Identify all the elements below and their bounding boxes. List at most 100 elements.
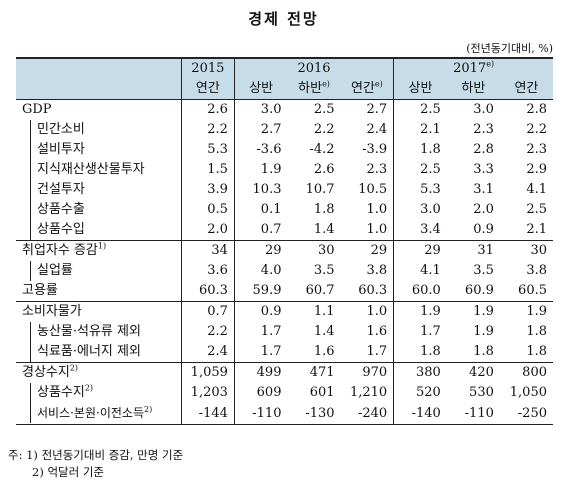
row-label-container: 상품수지2) [30, 383, 93, 403]
cell-value: 0.7 [180, 301, 235, 322]
cell-value: 609 [233, 383, 288, 403]
row-label-text: 상품수입 [37, 222, 85, 237]
cell-value: 601 [309, 385, 335, 400]
row-label-sup: 2) [144, 405, 153, 414]
cell-value: -144 [180, 403, 235, 425]
table-row: 고용률 60.3 59.9 60.7 60.3 60.0 60.9 60.5 [16, 281, 553, 302]
cell-value: 30 [287, 240, 341, 261]
row-label-text: 취업자수 증감 [22, 243, 98, 258]
cell-value: 1.8 [393, 140, 447, 160]
cell-value: 2.5 [393, 99, 447, 120]
row-label-text: 상품수출 [37, 202, 85, 217]
row-label-container: 실업률 [30, 261, 73, 281]
cell-value: 1.0 [366, 202, 388, 217]
cell-value: 2.3 [473, 122, 494, 137]
cell-value: 4.0 [233, 261, 288, 281]
cell-value: 2.7 [233, 120, 288, 140]
row-label: 고용률 [16, 281, 181, 302]
row-label: 서비스·본원·이전소득2) [16, 403, 182, 425]
header-year-2017: 2017e) [393, 57, 553, 79]
row-label-sup: 2) [69, 363, 79, 373]
cell-value: 1.0 [366, 222, 388, 237]
cell-value: 1.9 [393, 301, 447, 322]
cell-value: 0.7 [233, 220, 288, 241]
row-label: 건설투자 [16, 180, 181, 200]
cell-value: 0.1 [233, 200, 288, 220]
table-row: GDP 2.6 3.0 2.5 2.7 2.5 3.0 2.8 [16, 99, 553, 120]
header-2016-h2-sup: e) [322, 79, 330, 89]
cell-value: 60.3 [358, 283, 388, 298]
cell-value: 34 [180, 240, 235, 261]
cell-value: 1.9 [499, 301, 553, 322]
cell-value: 2.2 [180, 322, 235, 342]
row-label: 상품수입 [16, 220, 181, 241]
row-label-container: 건설투자 [30, 180, 85, 200]
row-label: 식료품·에너지 제외 [16, 342, 181, 363]
table-row: 경상수지2) 1,059 499 471 970 380 420 800 [16, 362, 553, 383]
cell-value: 5.3 [393, 180, 447, 200]
header-2017-h2: 하반 [446, 79, 500, 100]
table-row: 민간소비 2.2 2.7 2.2 2.4 2.1 2.3 2.2 [16, 120, 553, 140]
row-label-container: 상품수입 [30, 220, 85, 240]
cell-value: -130 [287, 403, 341, 425]
row-label-container: 경상수지2) [22, 363, 79, 380]
table-row: 취업자수 증감1) 34 29 30 29 29 31 30 [16, 240, 553, 261]
cell-value: -140 [393, 403, 447, 425]
cell-value: -250 [499, 403, 553, 425]
cell-value: -3.6 [233, 140, 288, 160]
cell-value: 1.0 [340, 301, 394, 322]
cell-value: 530 [469, 385, 494, 400]
row-label-text: 농산물·석유류 제외 [37, 324, 141, 339]
header-2016-h1: 상반 [233, 79, 288, 100]
row-label-text: 경상수지 [22, 365, 70, 380]
footnotes: 주: 1) 전년동기대비 증감, 만명 기준 2) 억달러 기준 [8, 447, 183, 481]
table-body: GDP 2.6 3.0 2.5 2.7 2.5 3.0 2.8 민간소비 2.2 2.7 2.2 2.4… [16, 99, 553, 425]
row-label-container: 서비스·본원·이전소득2) [30, 403, 152, 423]
cell-value: 2.8 [473, 142, 494, 157]
table-row: 설비투자 5.3 -3.6 -4.2 -3.9 1.8 2.8 2.3 [16, 140, 553, 160]
row-label-container: 소비자물가 [22, 304, 82, 319]
cell-value: 3.0 [393, 200, 447, 220]
row-label-container: 취업자수 증감1) [22, 242, 106, 258]
header-corner [16, 57, 182, 79]
cell-value: 2.0 [180, 220, 235, 241]
cell-value: -110 [233, 403, 288, 425]
header-row-periods: 연간 상반 하반e) 연간e) 상반 하반 연간 [16, 79, 553, 100]
cell-value: 3.3 [473, 162, 494, 177]
cell-value: -240 [340, 403, 394, 425]
cell-value: 2.2 [313, 122, 335, 137]
cell-value: 2.3 [526, 142, 547, 157]
page-title: 경제 전망 [248, 10, 319, 28]
cell-value: 29 [233, 240, 288, 261]
cell-value: 520 [393, 383, 447, 403]
cell-value: 970 [340, 362, 394, 383]
cell-value: 2.5 [526, 202, 547, 217]
cell-value: 1.6 [313, 344, 335, 359]
cell-value: 1,050 [509, 385, 547, 400]
cell-value: 1.8 [473, 344, 494, 359]
cell-value: 499 [233, 362, 288, 383]
header-year-2017-sup: e) [486, 59, 495, 69]
header-2016-annual: 연간e) [340, 79, 394, 100]
cell-value: 0.5 [180, 200, 235, 220]
table-row: 건설투자 3.9 10.3 10.7 10.5 5.3 3.1 4.1 [16, 180, 553, 200]
cell-value: 1.8 [313, 202, 335, 217]
cell-value: 4.1 [393, 261, 447, 281]
cell-value: 1.4 [313, 222, 335, 237]
header-2017-annual: 연간 [499, 79, 553, 100]
header-2016-annual-sup: e) [374, 79, 383, 89]
row-label-text: 민간소비 [37, 122, 85, 137]
cell-value: 2.7 [340, 99, 394, 120]
cell-value: 1,210 [349, 385, 388, 400]
cell-value: 1.5 [180, 160, 235, 180]
header-2017-h1: 상반 [393, 79, 447, 100]
cell-value: 3.5 [313, 263, 335, 278]
cell-value: 3.9 [180, 180, 235, 200]
cell-value: 1.8 [526, 324, 547, 339]
row-label-text: 실업률 [37, 263, 73, 278]
cell-value: 2.5 [393, 160, 447, 180]
cell-value: -110 [446, 403, 500, 425]
cell-value: 2.4 [366, 122, 388, 137]
cell-value: 1.8 [526, 344, 547, 359]
table-row: 상품수지2) 1,203 609 601 1,210 520 530 1,050 [16, 383, 553, 403]
